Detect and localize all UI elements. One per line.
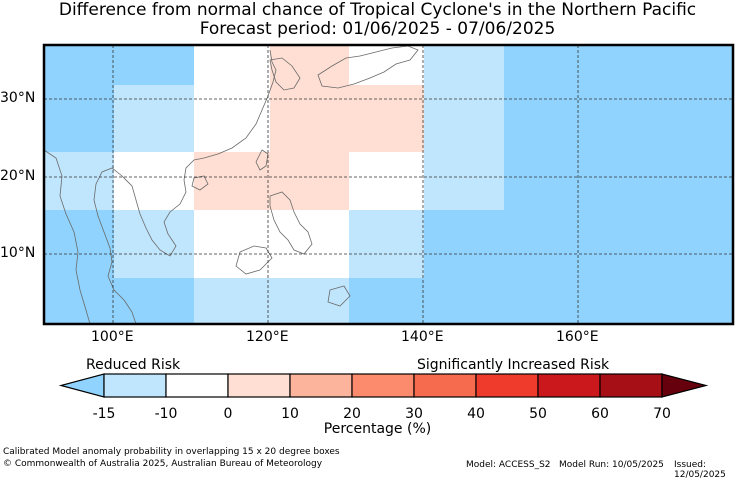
anomaly-grid	[44, 45, 733, 324]
lat-label-30n: 30°N	[0, 90, 36, 106]
issued-date: Issued: 12/05/2025	[674, 460, 726, 480]
colorbar-bin	[351, 373, 415, 398]
colorbar-tick: 30	[405, 406, 423, 422]
colorbar-bin	[165, 373, 229, 398]
lat-label-20n: 20°N	[0, 168, 36, 184]
colorbar-tick: 20	[343, 406, 361, 422]
caption: Calibrated Model anomaly probability in …	[3, 447, 340, 457]
box-pos10	[270, 85, 424, 152]
colorbar-tick: 10	[281, 406, 299, 422]
model-name: Model: ACCESS_S2	[466, 460, 551, 470]
reduced-risk-label: Reduced Risk	[86, 357, 181, 373]
model-run: Model Run: 10/05/2025	[559, 460, 664, 470]
box-zero	[194, 45, 270, 152]
colorbar-bin	[289, 373, 353, 398]
coastlines	[44, 45, 419, 324]
hainan	[191, 175, 209, 191]
increased-risk-label: Significantly Increased Risk	[417, 357, 610, 373]
box-neg10	[114, 85, 194, 152]
colorbar-tick: -10	[154, 406, 178, 422]
box-zero	[194, 210, 349, 278]
korea-peninsula	[269, 57, 301, 91]
colorbar-bin	[227, 373, 291, 398]
lat-label-10n: 10°N	[0, 245, 36, 261]
taiwan	[255, 149, 269, 171]
colorbar-axis-label: Percentage (%)	[323, 421, 432, 437]
lon-label-100e: 100°E	[91, 329, 134, 345]
colorbar-extend-low	[58, 373, 105, 398]
colorbar	[58, 373, 709, 398]
lon-label-160e: 160°E	[556, 329, 599, 345]
colorbar-tick: -15	[92, 406, 116, 422]
box-neg10	[114, 210, 194, 278]
anomaly-map	[42, 43, 735, 398]
box-neg10	[194, 278, 349, 324]
forecast-period: Forecast period: 01/06/2025 - 07/06/2025	[199, 19, 556, 39]
map-frame	[42, 43, 735, 326]
graticule	[44, 45, 733, 324]
japan-islands	[317, 45, 419, 89]
colorbar-bin	[599, 373, 663, 398]
copyright: © Commonwealth of Australia 2025, Austra…	[3, 459, 323, 469]
colorbar-tick: 40	[467, 406, 485, 422]
philippines	[269, 191, 313, 255]
asia-coastline	[93, 49, 277, 324]
box-zero	[114, 152, 194, 210]
colorbar-tick: 70	[653, 406, 671, 422]
box-neg10	[424, 45, 504, 210]
colorbar-bin	[537, 373, 601, 398]
colorbar-extend-high	[661, 373, 709, 398]
myanmar-coastline	[44, 149, 91, 324]
lon-label-140e: 140°E	[401, 329, 444, 345]
box-neg10	[44, 152, 114, 210]
map-title: Difference from normal chance of Tropica…	[58, 0, 697, 20]
lon-label-120e: 120°E	[246, 329, 289, 345]
box-pos10	[194, 152, 349, 210]
colorbar-tick: 50	[529, 406, 547, 422]
colorbar-bin	[103, 373, 167, 398]
borneo-north	[235, 245, 273, 275]
box-pos10	[270, 45, 349, 85]
colorbar-bin	[475, 373, 539, 398]
box-zero	[349, 152, 424, 210]
colorbar-tick: 60	[591, 406, 609, 422]
colorbar-bin	[413, 373, 477, 398]
sulawesi	[327, 285, 351, 307]
colorbar-tick: 0	[223, 406, 233, 422]
box-neg10	[349, 210, 424, 278]
